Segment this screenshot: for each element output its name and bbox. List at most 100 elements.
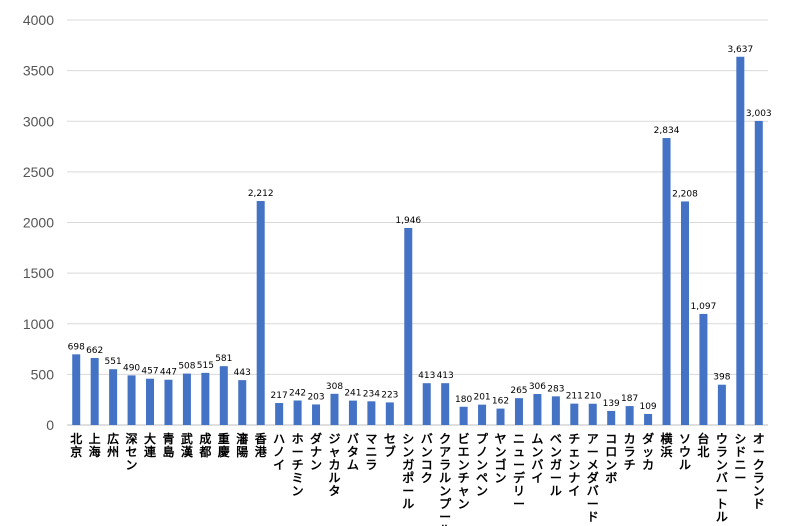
category-label: 青島 <box>162 431 174 459</box>
bar <box>459 406 468 425</box>
bar <box>607 410 616 425</box>
category-label: 広州 <box>106 431 119 459</box>
bar <box>182 373 191 425</box>
category-label: 深セン <box>126 431 138 472</box>
category-label: バタム <box>347 432 359 472</box>
category-label: ホーチミン <box>292 432 304 498</box>
y-tick-label: 3500 <box>23 63 54 79</box>
bar <box>699 313 708 425</box>
y-tick-label: 2000 <box>23 215 54 231</box>
data-label: 2,834 <box>654 126 680 136</box>
data-label: 1,097 <box>691 302 717 312</box>
bar <box>348 400 357 425</box>
data-label: 211 <box>566 392 583 402</box>
category-label: シンガポール <box>402 432 414 511</box>
bar <box>293 400 302 425</box>
category-label: コロンボ <box>605 432 617 485</box>
category-label: ダナン <box>310 431 322 472</box>
bar <box>588 403 597 425</box>
bar <box>625 406 634 425</box>
bar <box>90 357 99 425</box>
data-label: 242 <box>289 388 306 398</box>
data-label: 457 <box>141 367 158 377</box>
category-labels: 北京上海広州深セン大連青島武漢成都重慶瀋陽香港ハノイホーチミンダナンジャカルタバ… <box>70 431 765 526</box>
data-label: 581 <box>215 354 232 364</box>
bar <box>496 408 505 425</box>
data-label: 201 <box>473 393 490 403</box>
bar <box>312 404 321 425</box>
category-label: 香港 <box>254 431 268 459</box>
data-label: 413 <box>437 371 454 381</box>
bar <box>164 379 173 425</box>
data-label: 203 <box>307 392 324 402</box>
y-tick-label: 0 <box>46 417 54 433</box>
data-label: 551 <box>105 357 122 367</box>
category-label: 成都 <box>198 431 211 459</box>
data-label: 447 <box>160 368 177 378</box>
bar <box>717 384 726 425</box>
bar <box>570 403 579 425</box>
category-label: ウランバートル <box>716 432 728 524</box>
y-tick-label: 4000 <box>23 12 54 28</box>
category-label: 横浜 <box>661 431 674 459</box>
bar <box>404 227 413 425</box>
data-label: 508 <box>178 362 195 372</box>
category-label: ジャカルタ <box>328 432 340 498</box>
bar <box>441 383 450 425</box>
data-label: 515 <box>197 361 214 371</box>
data-label: 109 <box>639 402 656 412</box>
category-label: ヤンゴン <box>495 432 507 485</box>
bar <box>680 201 689 425</box>
category-label: チェンナイ <box>568 432 580 498</box>
data-label: 398 <box>713 373 730 383</box>
bar <box>127 375 136 425</box>
data-label: 265 <box>510 386 527 396</box>
y-tick-label: 500 <box>31 366 55 382</box>
bars <box>72 56 763 425</box>
data-label: 241 <box>344 389 361 399</box>
y-tick-label: 1000 <box>23 316 54 332</box>
bar <box>533 394 542 425</box>
category-label: ムンバイ <box>531 432 543 485</box>
bar <box>146 378 155 425</box>
y-axis-ticks: 0 500 1000 1500 2000 2500 3000 3500 4000 <box>23 12 54 433</box>
data-label: 308 <box>326 382 343 392</box>
category-label: オークランド <box>753 432 765 511</box>
bar <box>514 398 523 425</box>
bar <box>422 383 431 425</box>
data-label: 698 <box>68 342 85 352</box>
data-label: 413 <box>418 371 435 381</box>
category-label: クアラルンプール <box>439 432 452 526</box>
category-label: プノンペン <box>476 431 489 498</box>
category-label: カラチ <box>624 432 636 472</box>
bar <box>275 403 284 425</box>
category-label: マニラ <box>365 432 377 472</box>
category-label: 大連 <box>144 431 157 459</box>
bar <box>478 404 487 425</box>
data-label: 180 <box>455 395 472 405</box>
category-label: セブ <box>384 432 396 459</box>
category-label: ニューデリー <box>513 432 526 511</box>
bar <box>109 369 118 425</box>
bar <box>736 56 745 425</box>
data-label: 490 <box>123 363 140 373</box>
data-label: 2,208 <box>672 189 698 199</box>
data-label: 162 <box>492 397 509 407</box>
bar <box>367 401 376 425</box>
category-label: バンコク <box>421 432 433 485</box>
bar <box>644 413 653 425</box>
category-label: シドニー <box>734 432 746 485</box>
bar <box>238 380 247 425</box>
data-label: 3,637 <box>727 45 753 55</box>
category-label: 瀋陽 <box>236 431 249 459</box>
y-tick-label: 3000 <box>23 113 54 129</box>
bar <box>72 354 81 425</box>
category-label: ビエンチャン <box>458 431 470 511</box>
bar <box>754 120 763 425</box>
data-label: 139 <box>603 399 620 409</box>
data-label: 443 <box>234 368 251 378</box>
data-label: 3,003 <box>746 109 772 119</box>
category-label: ソウル <box>679 432 691 472</box>
category-label: 重慶 <box>218 431 230 459</box>
bar <box>385 402 394 425</box>
